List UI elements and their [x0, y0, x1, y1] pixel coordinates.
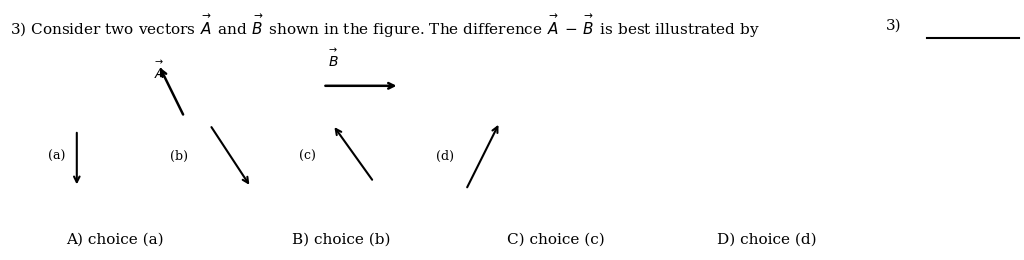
Text: (c): (c) [299, 150, 315, 162]
Text: (d): (d) [436, 150, 455, 162]
Text: (a): (a) [48, 150, 65, 162]
Text: $\overset{\rightarrow}{B}$: $\overset{\rightarrow}{B}$ [327, 48, 339, 70]
Text: C) choice (c): C) choice (c) [507, 232, 604, 246]
Text: 3): 3) [886, 19, 901, 33]
Text: (b): (b) [170, 150, 188, 162]
Text: D) choice (d): D) choice (d) [717, 232, 816, 246]
Text: B) choice (b): B) choice (b) [292, 232, 390, 246]
Text: 3) Consider two vectors $\overset{\rightarrow}{A}$ and $\overset{\rightarrow}{B}: 3) Consider two vectors $\overset{\right… [10, 12, 760, 40]
Text: $\overset{\rightarrow}{A}$: $\overset{\rightarrow}{A}$ [153, 60, 165, 82]
Text: A) choice (a): A) choice (a) [67, 232, 164, 246]
